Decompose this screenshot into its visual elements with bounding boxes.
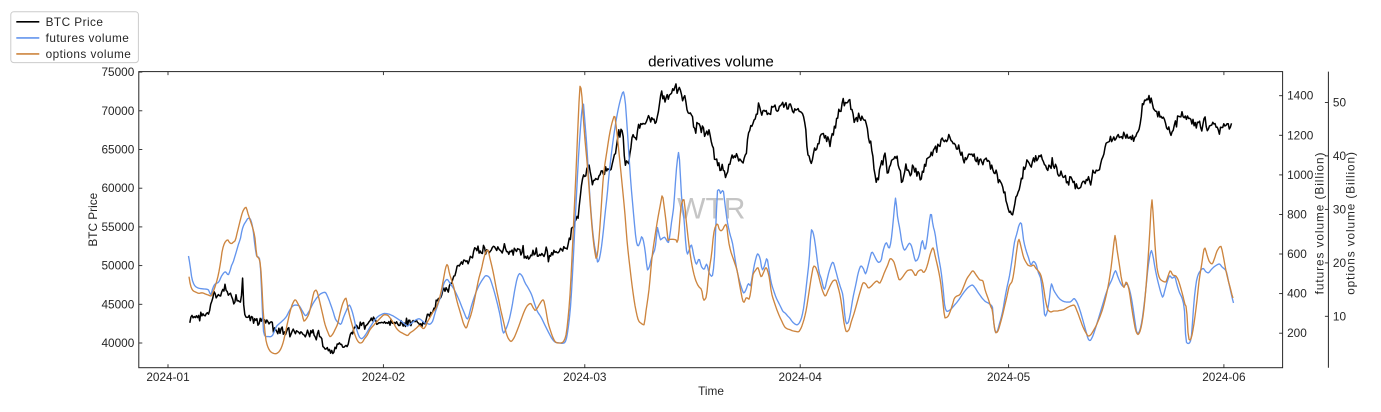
- svg-text:50000: 50000: [101, 259, 134, 273]
- svg-text:options volume (Billion): options volume (Billion): [1344, 151, 1358, 295]
- svg-text:70000: 70000: [101, 104, 134, 118]
- svg-text:55000: 55000: [101, 220, 134, 234]
- svg-text:45000: 45000: [101, 297, 134, 311]
- svg-text:800: 800: [1287, 208, 1307, 222]
- svg-text:1000: 1000: [1287, 168, 1314, 182]
- svg-text:BTC Price: BTC Price: [46, 15, 104, 29]
- svg-text:derivatives volume: derivatives volume: [648, 53, 774, 70]
- svg-text:futures volume (Billion): futures volume (Billion): [1313, 152, 1327, 295]
- svg-text:2024-03: 2024-03: [563, 370, 607, 384]
- svg-text:20: 20: [1333, 256, 1347, 270]
- svg-text:options volume: options volume: [46, 47, 132, 61]
- svg-text:BTC Price: BTC Price: [86, 192, 100, 246]
- svg-text:10: 10: [1333, 309, 1347, 323]
- svg-text:2024-04: 2024-04: [779, 370, 823, 384]
- svg-text:Time: Time: [698, 384, 724, 398]
- svg-text:1400: 1400: [1287, 89, 1314, 103]
- svg-text:2024-01: 2024-01: [146, 370, 189, 384]
- svg-text:futures volume: futures volume: [46, 31, 130, 45]
- svg-text:2024-06: 2024-06: [1202, 370, 1246, 384]
- svg-text:75000: 75000: [101, 65, 134, 79]
- svg-text:2024-05: 2024-05: [987, 370, 1031, 384]
- svg-text:600: 600: [1287, 247, 1307, 261]
- svg-text:WTR: WTR: [677, 193, 745, 226]
- svg-text:50: 50: [1333, 96, 1347, 110]
- svg-text:65000: 65000: [101, 143, 134, 157]
- svg-text:1200: 1200: [1287, 128, 1314, 142]
- svg-text:2024-02: 2024-02: [362, 370, 405, 384]
- svg-text:30: 30: [1333, 202, 1347, 216]
- svg-text:40: 40: [1333, 149, 1347, 163]
- svg-text:200: 200: [1287, 326, 1307, 340]
- svg-text:60000: 60000: [101, 181, 134, 195]
- svg-text:400: 400: [1287, 287, 1307, 301]
- svg-text:40000: 40000: [101, 336, 134, 350]
